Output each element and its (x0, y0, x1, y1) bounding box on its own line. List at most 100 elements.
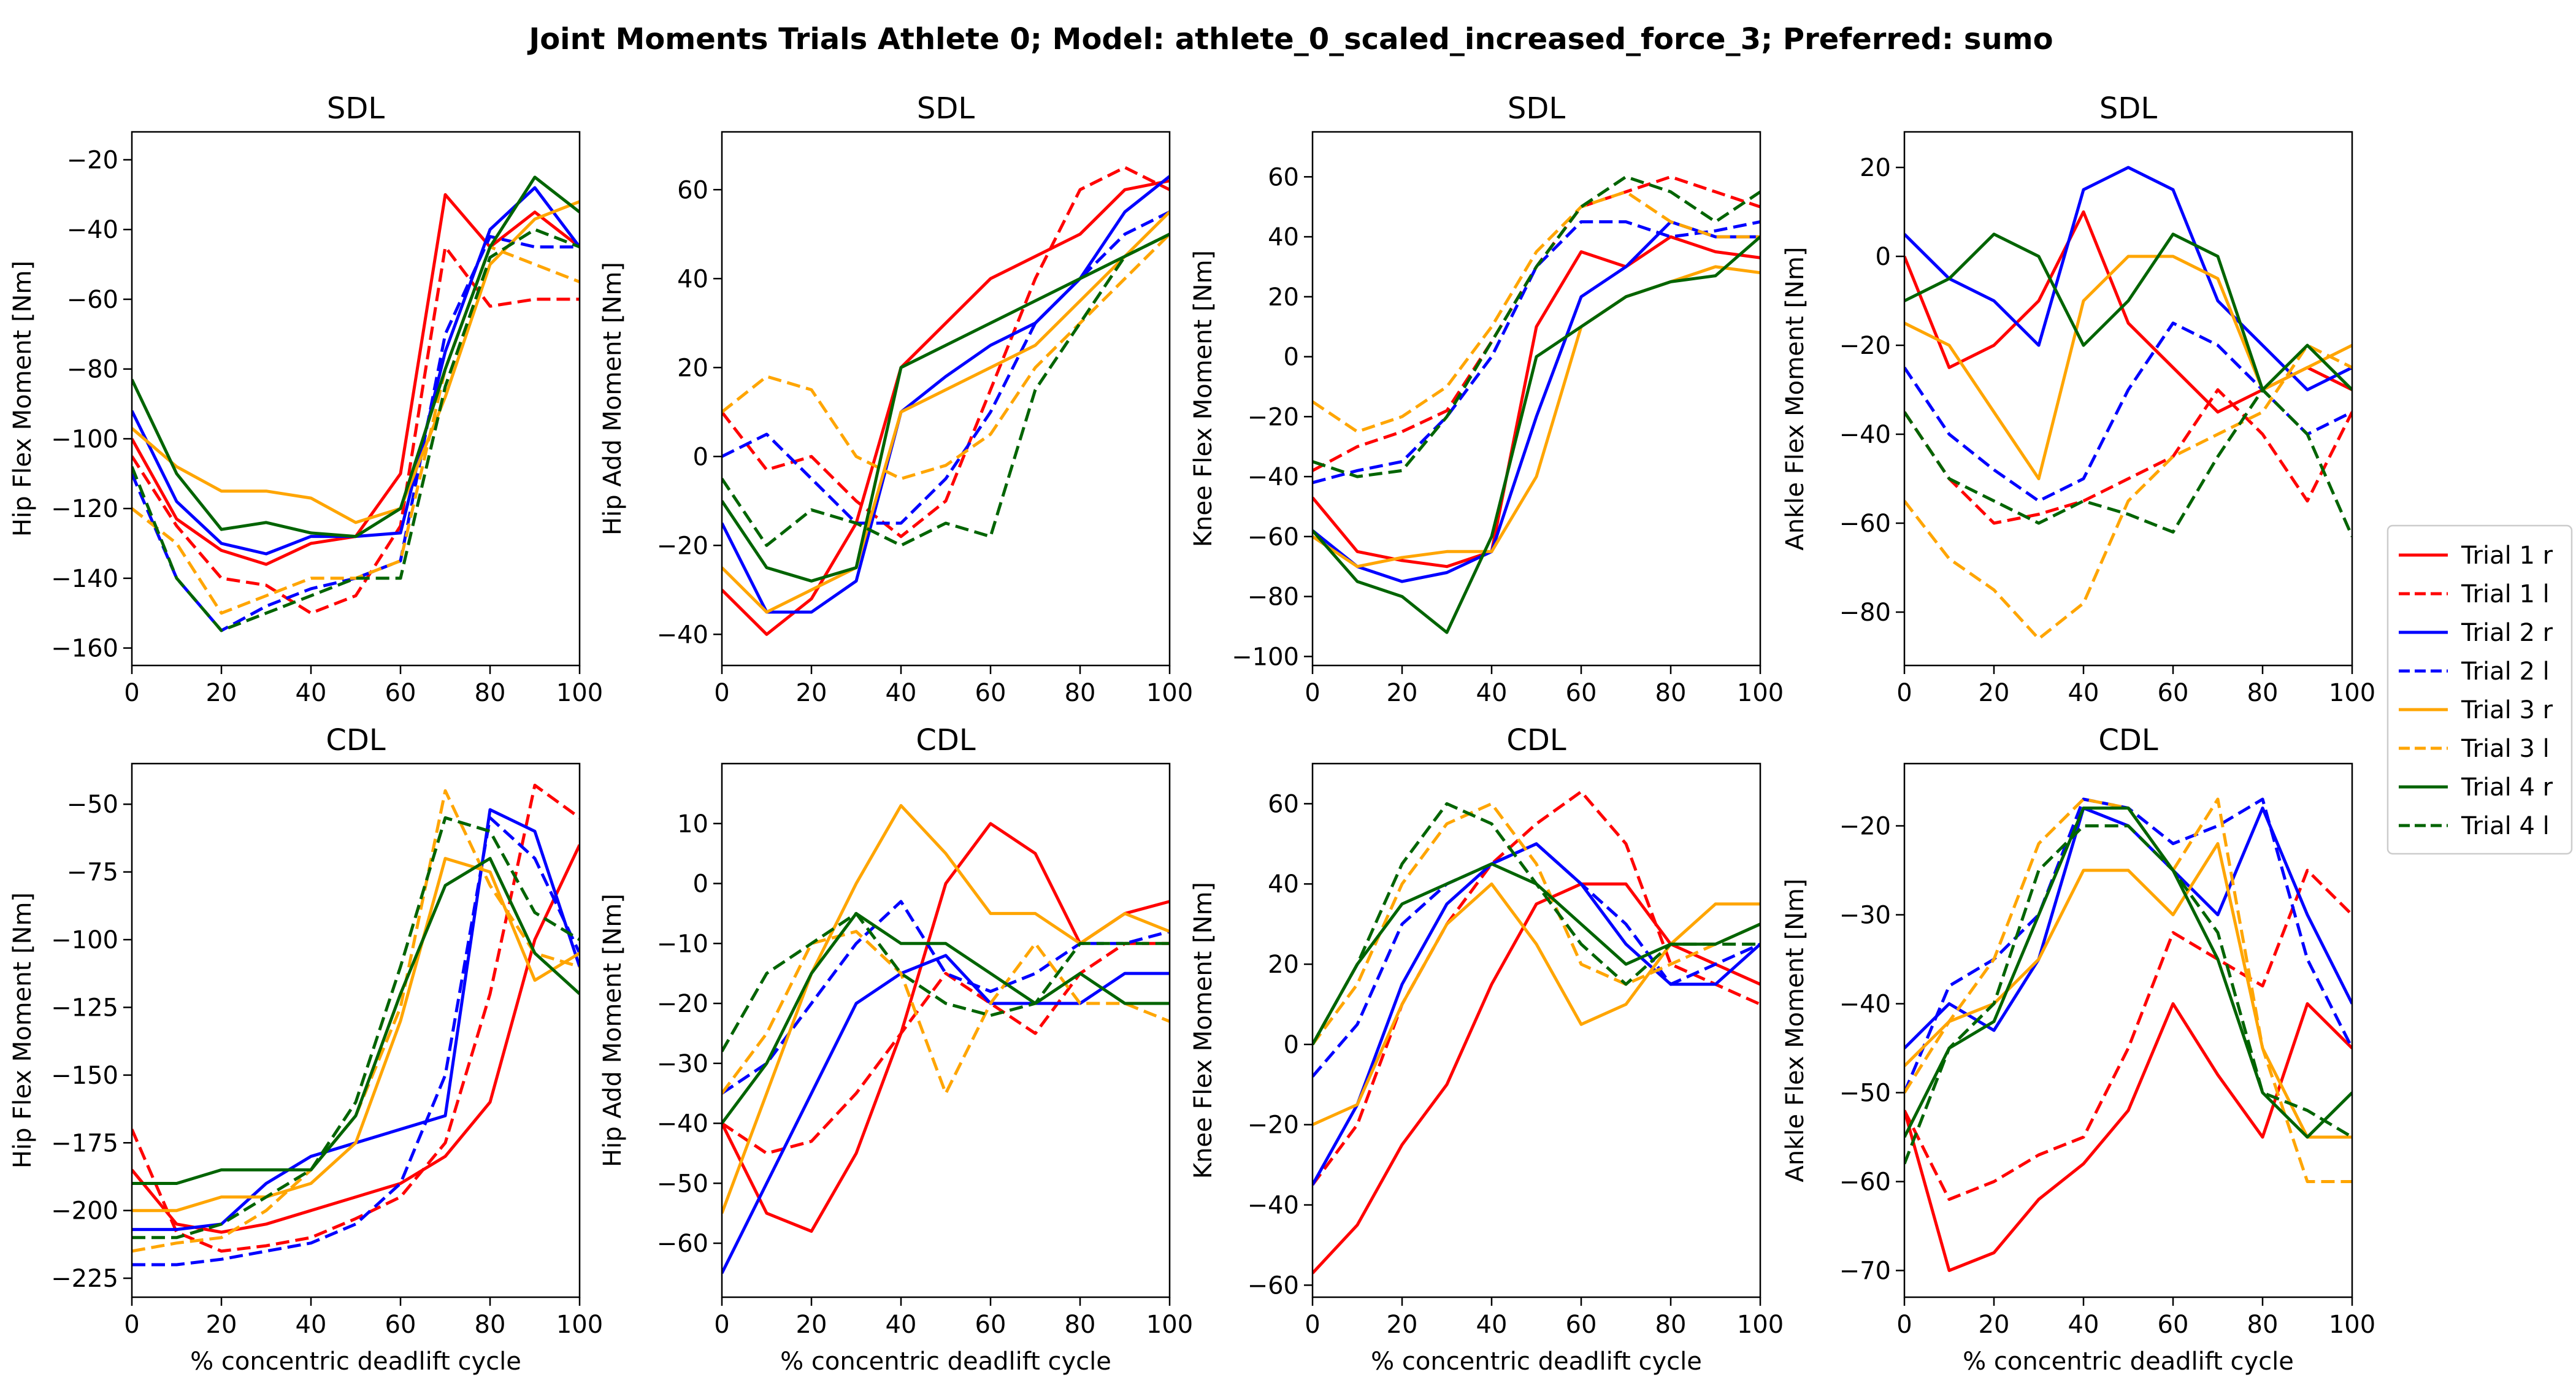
x-tick-label: 20 (1387, 1311, 1418, 1339)
series-line-trial-2-r (1904, 166, 2352, 391)
x-tick-label: 80 (1655, 679, 1687, 707)
x-tick-label: 100 (1146, 1311, 1193, 1339)
series-line-trial-2-l (1313, 842, 1760, 1078)
subplot-3: 0 20 40 60 80 100 −100 −80 −60 −40 −20 0 20 40 60 SDL Kn… (1189, 91, 1784, 707)
y-tick-label: −150 (51, 1062, 118, 1090)
series-line-trial-3-l (1313, 802, 1760, 1046)
series-line-trial-3-r (1313, 265, 1760, 569)
series-line-trial-2-l (1904, 321, 2352, 503)
y-axis-label: Hip Add Moment [Nm] (599, 262, 627, 535)
y-tick-label: 60 (677, 176, 708, 204)
y-tick-label: −60 (657, 1230, 708, 1258)
series-line-trial-3-l (1904, 343, 2352, 640)
series-line-trial-3-l (1313, 190, 1760, 434)
y-tick-label: −80 (1248, 583, 1299, 611)
x-tick-label: 100 (2329, 679, 2375, 707)
series-line-trial-2-r (1313, 842, 1760, 1186)
y-tick-label: 0 (1876, 243, 1891, 271)
plot-frame (1311, 762, 1761, 1298)
x-tick-label: 60 (975, 679, 1006, 707)
subplot-8: 0 20 40 60 80 100 −70 −60 −50 −40 −30 −20 CDL Ankle F… (1781, 723, 2375, 1376)
y-tick-label: −20 (1248, 403, 1299, 431)
subplot-title: SDL (917, 91, 975, 126)
series-line-trial-1-l (1313, 790, 1760, 1186)
y-tick-label: −225 (51, 1265, 118, 1293)
x-tick-label: 100 (1737, 679, 1784, 707)
y-tick-label: −50 (657, 1170, 708, 1198)
plot-frame (1311, 131, 1761, 667)
series-line-trial-1-l (1904, 388, 2352, 525)
plot-frame (721, 131, 1171, 667)
series-line-trial-3-l (1904, 797, 2352, 1183)
legend-label: Trial 1 l (2461, 580, 2550, 608)
subplot-title: CDL (326, 723, 385, 757)
series-line-trial-2-l (132, 816, 580, 1267)
x-tick-label: 80 (2247, 679, 2279, 707)
series-line-trial-1-r (1904, 1002, 2352, 1272)
y-tick-label: 0 (693, 443, 708, 471)
y-tick-label: −80 (67, 356, 118, 384)
y-tick-label: −60 (1248, 1271, 1299, 1300)
subplot-title: SDL (1508, 91, 1565, 126)
series-line-trial-3-r (722, 210, 1170, 614)
legend-label: Trial 3 l (2461, 735, 2550, 763)
series-line-trial-4-l (1904, 388, 2352, 537)
series-line-trial-1-r (132, 193, 580, 566)
y-tick-label: 10 (677, 810, 708, 838)
legend-label: Trial 4 l (2461, 812, 2550, 840)
y-tick-label: −20 (67, 146, 118, 174)
series-line-trial-2-r (722, 954, 1170, 1275)
legend-label: Trial 4 r (2461, 773, 2553, 802)
y-tick-label: −50 (67, 791, 118, 819)
y-axis-label: Hip Flex Moment [Nm] (9, 892, 37, 1168)
series-line-trial-4-r (1904, 232, 2352, 391)
series-line-trial-1-r (132, 844, 580, 1234)
x-tick-label: 60 (1566, 679, 1597, 707)
series-line-trial-4-l (722, 232, 1170, 547)
subplot-title: CDL (916, 723, 975, 757)
y-axis-label: Hip Add Moment [Nm] (599, 894, 627, 1167)
x-tick-label: 80 (1065, 679, 1096, 707)
y-axis-label: Hip Flex Moment [Nm] (9, 261, 37, 537)
y-axis-label: Knee Flex Moment [Nm] (1189, 250, 1217, 547)
series-line-trial-4-l (1313, 175, 1760, 478)
x-tick-label: 40 (1476, 679, 1508, 707)
x-tick-label: 0 (1896, 1311, 1912, 1339)
y-tick-label: −50 (1839, 1079, 1891, 1108)
y-tick-label: −30 (1839, 902, 1891, 930)
y-axis-label: Knee Flex Moment [Nm] (1189, 882, 1217, 1179)
y-tick-label: −40 (67, 216, 118, 244)
subplot-4: 0 20 40 60 80 100 −80 −60 −40 −20 0 20 SDL Ankle Flex… (1781, 91, 2375, 707)
x-tick-label: 60 (975, 1311, 1006, 1339)
legend-label: Trial 3 r (2461, 696, 2553, 724)
y-tick-label: 20 (1268, 283, 1299, 312)
y-tick-label: −120 (51, 495, 118, 523)
series-line-trial-1-l (722, 941, 1170, 1155)
y-tick-label: 40 (677, 265, 708, 293)
subplot-1: 0 20 40 60 80 100 −160 −140 −120 −100 −80 −60 −40 −20… (9, 91, 603, 707)
y-tick-label: −20 (1248, 1111, 1299, 1140)
x-tick-label: 60 (2158, 679, 2189, 707)
x-tick-label: 0 (1305, 1311, 1320, 1339)
y-tick-label: 20 (1860, 154, 1891, 182)
x-tick-label: 60 (385, 679, 416, 707)
y-tick-label: 40 (1268, 223, 1299, 251)
x-axis-label: % concentric deadlift cycle (1371, 1347, 1702, 1376)
x-axis-label: % concentric deadlift cycle (190, 1347, 521, 1376)
legend-label: Trial 1 r (2461, 542, 2553, 570)
plot-frame (131, 131, 581, 667)
x-tick-label: 0 (714, 1311, 729, 1339)
subplot-title: CDL (2098, 723, 2158, 757)
series-line-trial-4-r (1904, 807, 2352, 1139)
series-line-trial-1-r (1313, 882, 1760, 1275)
series-line-trial-3-l (722, 930, 1170, 1095)
x-tick-label: 40 (2068, 1311, 2099, 1339)
x-tick-label: 20 (206, 679, 237, 707)
plot-frame (721, 762, 1171, 1298)
y-tick-label: −100 (51, 425, 118, 453)
series-line-trial-4-l (1313, 802, 1760, 1046)
x-tick-label: 20 (1979, 1311, 2010, 1339)
series-line-trial-1-r (1313, 235, 1760, 569)
y-tick-label: −20 (657, 990, 708, 1018)
